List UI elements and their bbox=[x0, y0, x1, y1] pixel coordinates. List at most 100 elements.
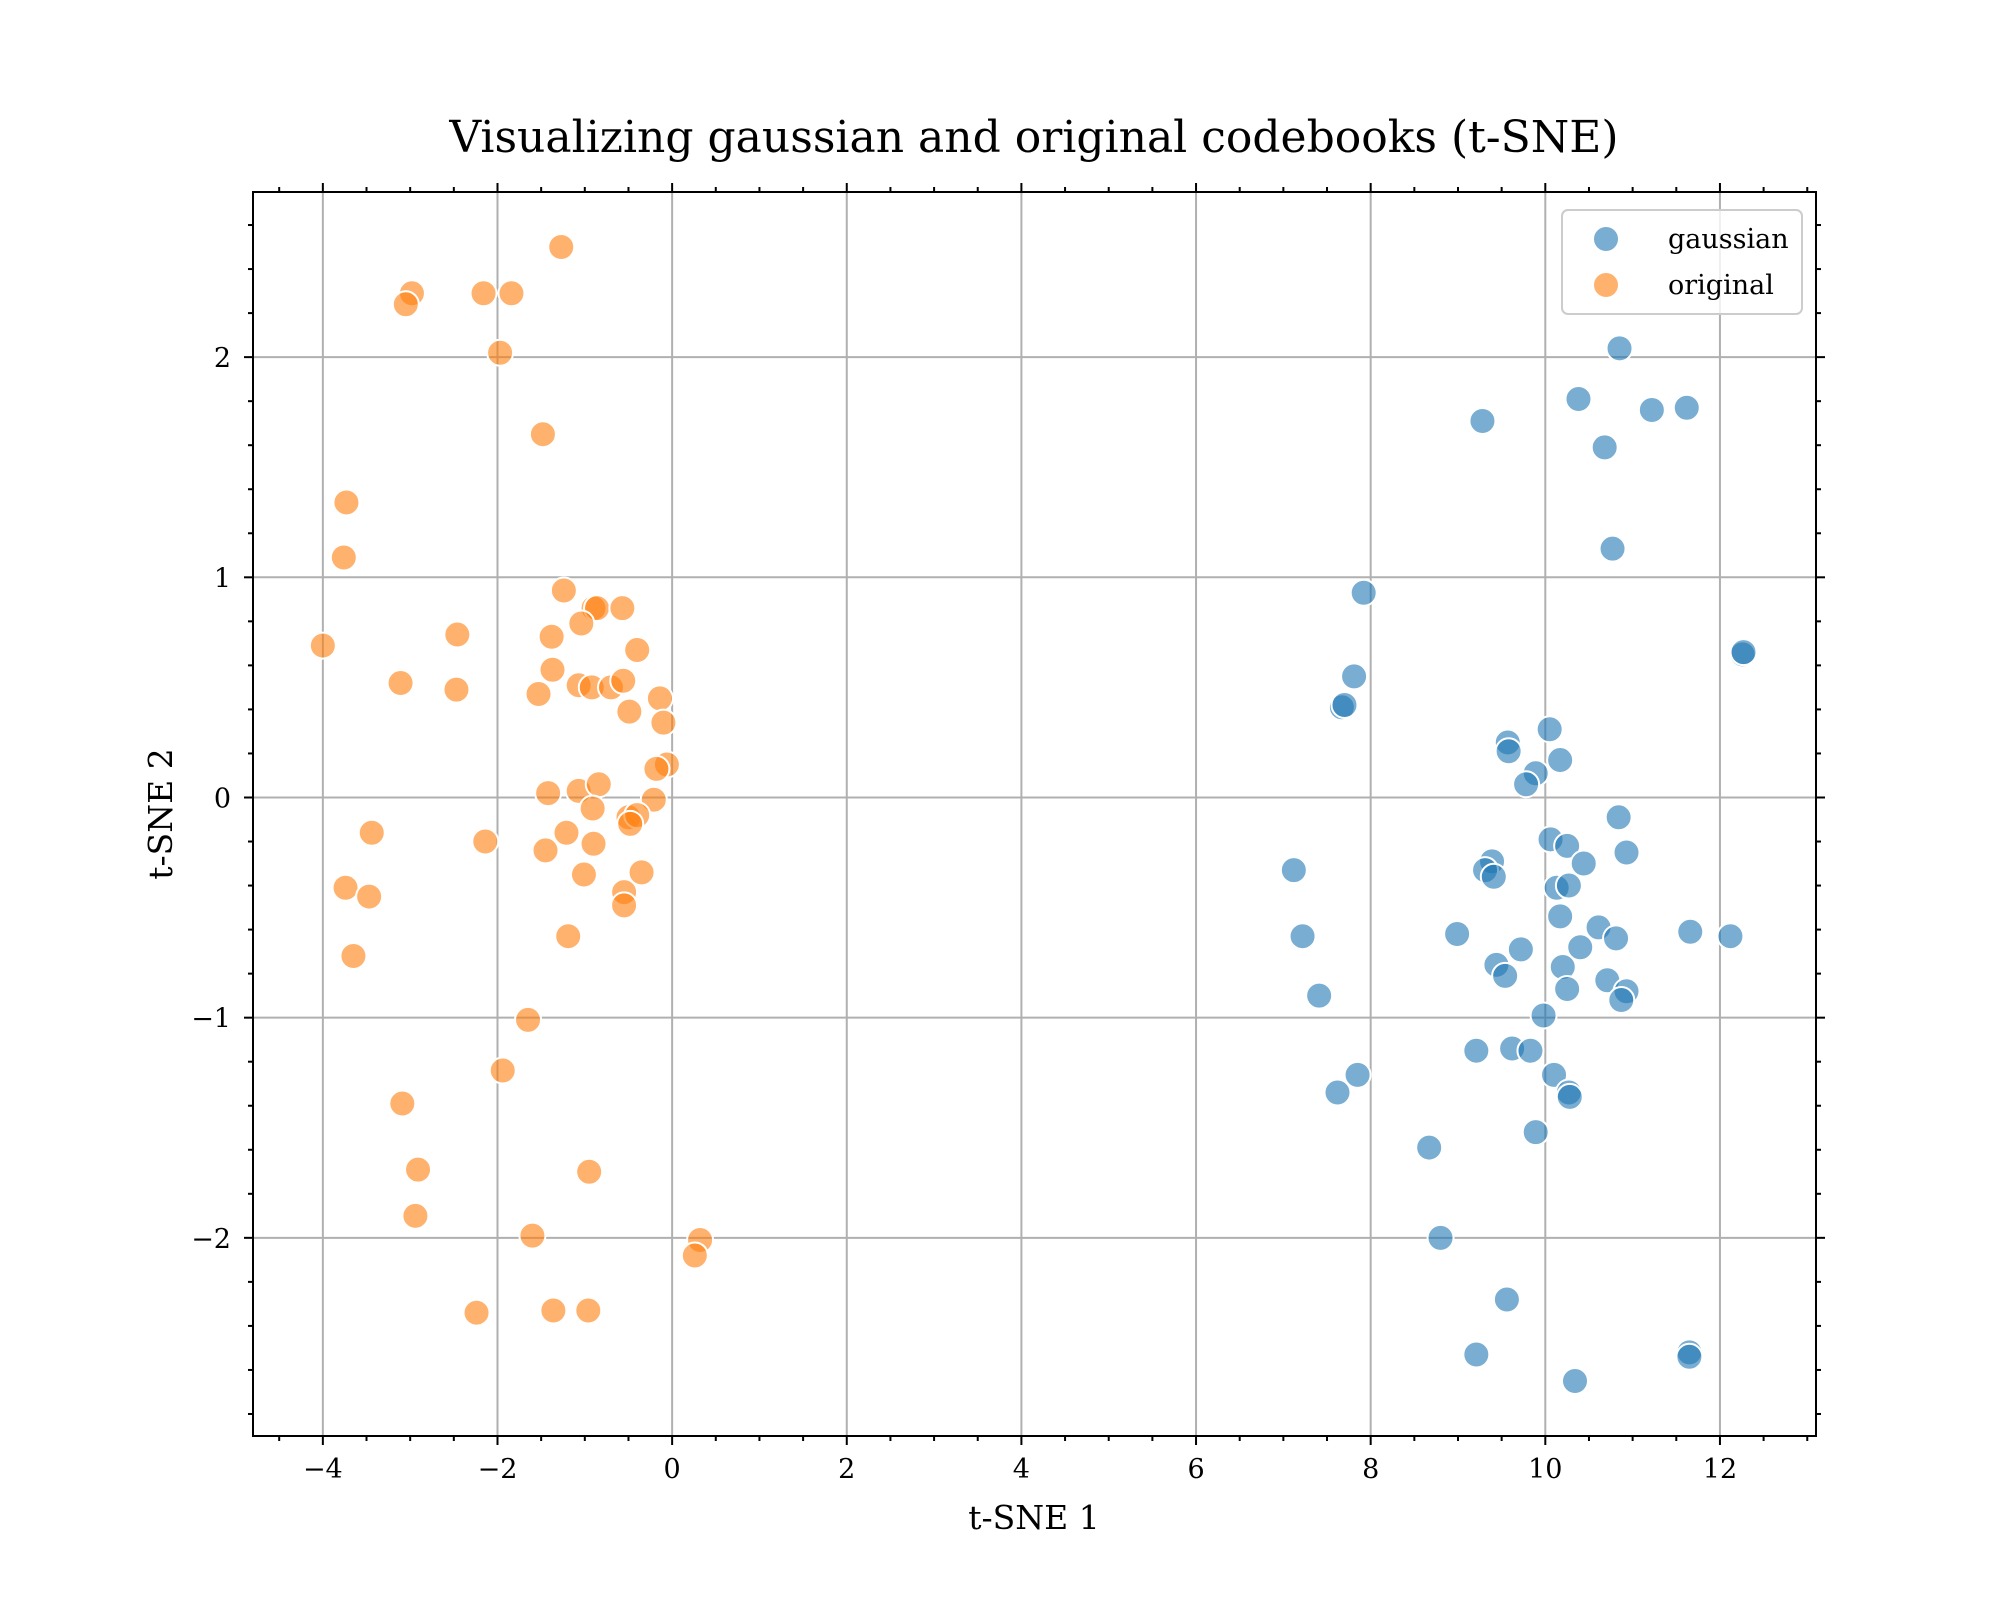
point-gaussian bbox=[1535, 715, 1564, 744]
point-original bbox=[609, 666, 638, 695]
point-gaussian bbox=[1506, 935, 1535, 964]
x-tick-label: −4 bbox=[303, 1454, 343, 1485]
point-gaussian bbox=[1415, 1133, 1444, 1162]
point-gaussian bbox=[1561, 1366, 1590, 1395]
x-tick-label: 8 bbox=[1362, 1454, 1379, 1485]
point-original bbox=[554, 922, 583, 951]
point-original bbox=[469, 279, 498, 308]
x-tick-label: 12 bbox=[1703, 1454, 1737, 1485]
point-gaussian bbox=[1676, 917, 1705, 946]
point-gaussian bbox=[1492, 1285, 1521, 1314]
point-original bbox=[331, 873, 360, 902]
point-gaussian bbox=[1462, 1340, 1491, 1369]
point-original bbox=[388, 1089, 417, 1118]
point-gaussian bbox=[1349, 578, 1378, 607]
y-tick-label: 1 bbox=[214, 563, 231, 594]
point-original bbox=[578, 794, 607, 823]
point-gaussian bbox=[1604, 803, 1633, 832]
point-gaussian bbox=[1468, 406, 1497, 435]
point-original bbox=[497, 279, 526, 308]
point-original bbox=[339, 942, 368, 971]
point-original bbox=[531, 836, 560, 865]
grid bbox=[253, 192, 1816, 1436]
point-original bbox=[332, 488, 361, 517]
point-original bbox=[357, 818, 386, 847]
point-gaussian bbox=[1553, 975, 1582, 1004]
point-gaussian bbox=[1612, 838, 1641, 867]
point-original bbox=[649, 708, 678, 737]
y-tick-label: −2 bbox=[191, 1224, 231, 1255]
point-gaussian bbox=[1598, 534, 1627, 563]
point-original bbox=[538, 655, 567, 684]
point-original bbox=[627, 858, 656, 887]
point-original bbox=[642, 754, 671, 783]
point-gaussian bbox=[1566, 933, 1595, 962]
point-gaussian bbox=[1288, 922, 1317, 951]
point-gaussian bbox=[1516, 1036, 1545, 1065]
point-gaussian bbox=[1529, 1001, 1558, 1030]
point-gaussian bbox=[1546, 902, 1575, 931]
point-gaussian bbox=[1330, 691, 1359, 720]
x-tick-label: 4 bbox=[1013, 1454, 1030, 1485]
point-gaussian bbox=[1553, 831, 1582, 860]
point-gaussian bbox=[1279, 856, 1308, 885]
axis-ticks bbox=[244, 183, 1825, 1445]
x-tick-label: −2 bbox=[478, 1454, 518, 1485]
point-gaussian bbox=[1607, 986, 1636, 1015]
point-original bbox=[608, 594, 637, 623]
point-original bbox=[645, 684, 674, 713]
point-gaussian bbox=[1512, 770, 1541, 799]
point-original bbox=[442, 675, 471, 704]
legend-label-gaussian: gaussian bbox=[1668, 224, 1789, 255]
point-original bbox=[574, 1296, 603, 1325]
point-original bbox=[404, 1155, 433, 1184]
point-original bbox=[539, 1296, 568, 1325]
point-original bbox=[524, 680, 553, 709]
point-original bbox=[386, 668, 415, 697]
point-gaussian bbox=[1729, 638, 1758, 667]
point-gaussian bbox=[1491, 961, 1520, 990]
x-tick-label: 6 bbox=[1187, 1454, 1204, 1485]
y-axis-label: t-SNE 2 bbox=[141, 748, 180, 879]
legend-marker-gaussian bbox=[1592, 225, 1620, 253]
point-original bbox=[329, 543, 358, 572]
point-original bbox=[579, 829, 608, 858]
point-original bbox=[610, 891, 639, 920]
point-gaussian bbox=[1569, 849, 1598, 878]
y-tick-label: 2 bbox=[214, 343, 231, 374]
legend-marker-original bbox=[1592, 271, 1620, 299]
point-original bbox=[471, 827, 500, 856]
point-original bbox=[623, 635, 652, 664]
x-tick-label: 2 bbox=[838, 1454, 855, 1485]
plot-area-frame bbox=[252, 191, 1817, 1437]
point-original bbox=[514, 1005, 543, 1034]
point-original bbox=[462, 1298, 491, 1327]
point-original bbox=[547, 233, 576, 262]
point-original bbox=[567, 609, 596, 638]
point-original bbox=[401, 1201, 430, 1230]
point-gaussian bbox=[1564, 384, 1593, 413]
data-points bbox=[308, 233, 1758, 1395]
x-axis-label: t-SNE 1 bbox=[968, 1498, 1099, 1537]
legend-label-original: original bbox=[1668, 270, 1774, 301]
point-original bbox=[355, 882, 384, 911]
point-gaussian bbox=[1554, 871, 1583, 900]
point-original bbox=[534, 779, 563, 808]
point-gaussian bbox=[1716, 922, 1745, 951]
y-tick-label: 0 bbox=[214, 783, 231, 814]
x-tick-label: 0 bbox=[664, 1454, 681, 1485]
point-gaussian bbox=[1672, 393, 1701, 422]
point-original bbox=[552, 818, 581, 847]
point-original bbox=[518, 1221, 547, 1250]
point-gaussian bbox=[1555, 1082, 1584, 1111]
point-gaussian bbox=[1602, 924, 1631, 953]
x-tick-label: 10 bbox=[1528, 1454, 1562, 1485]
legend: gaussian original bbox=[1561, 209, 1803, 315]
point-original bbox=[616, 809, 645, 838]
point-original bbox=[391, 290, 420, 319]
point-original bbox=[584, 770, 613, 799]
point-original bbox=[549, 576, 578, 605]
point-gaussian bbox=[1605, 334, 1634, 363]
y-tick-label: −1 bbox=[191, 1004, 231, 1035]
legend-box bbox=[1561, 209, 1803, 315]
